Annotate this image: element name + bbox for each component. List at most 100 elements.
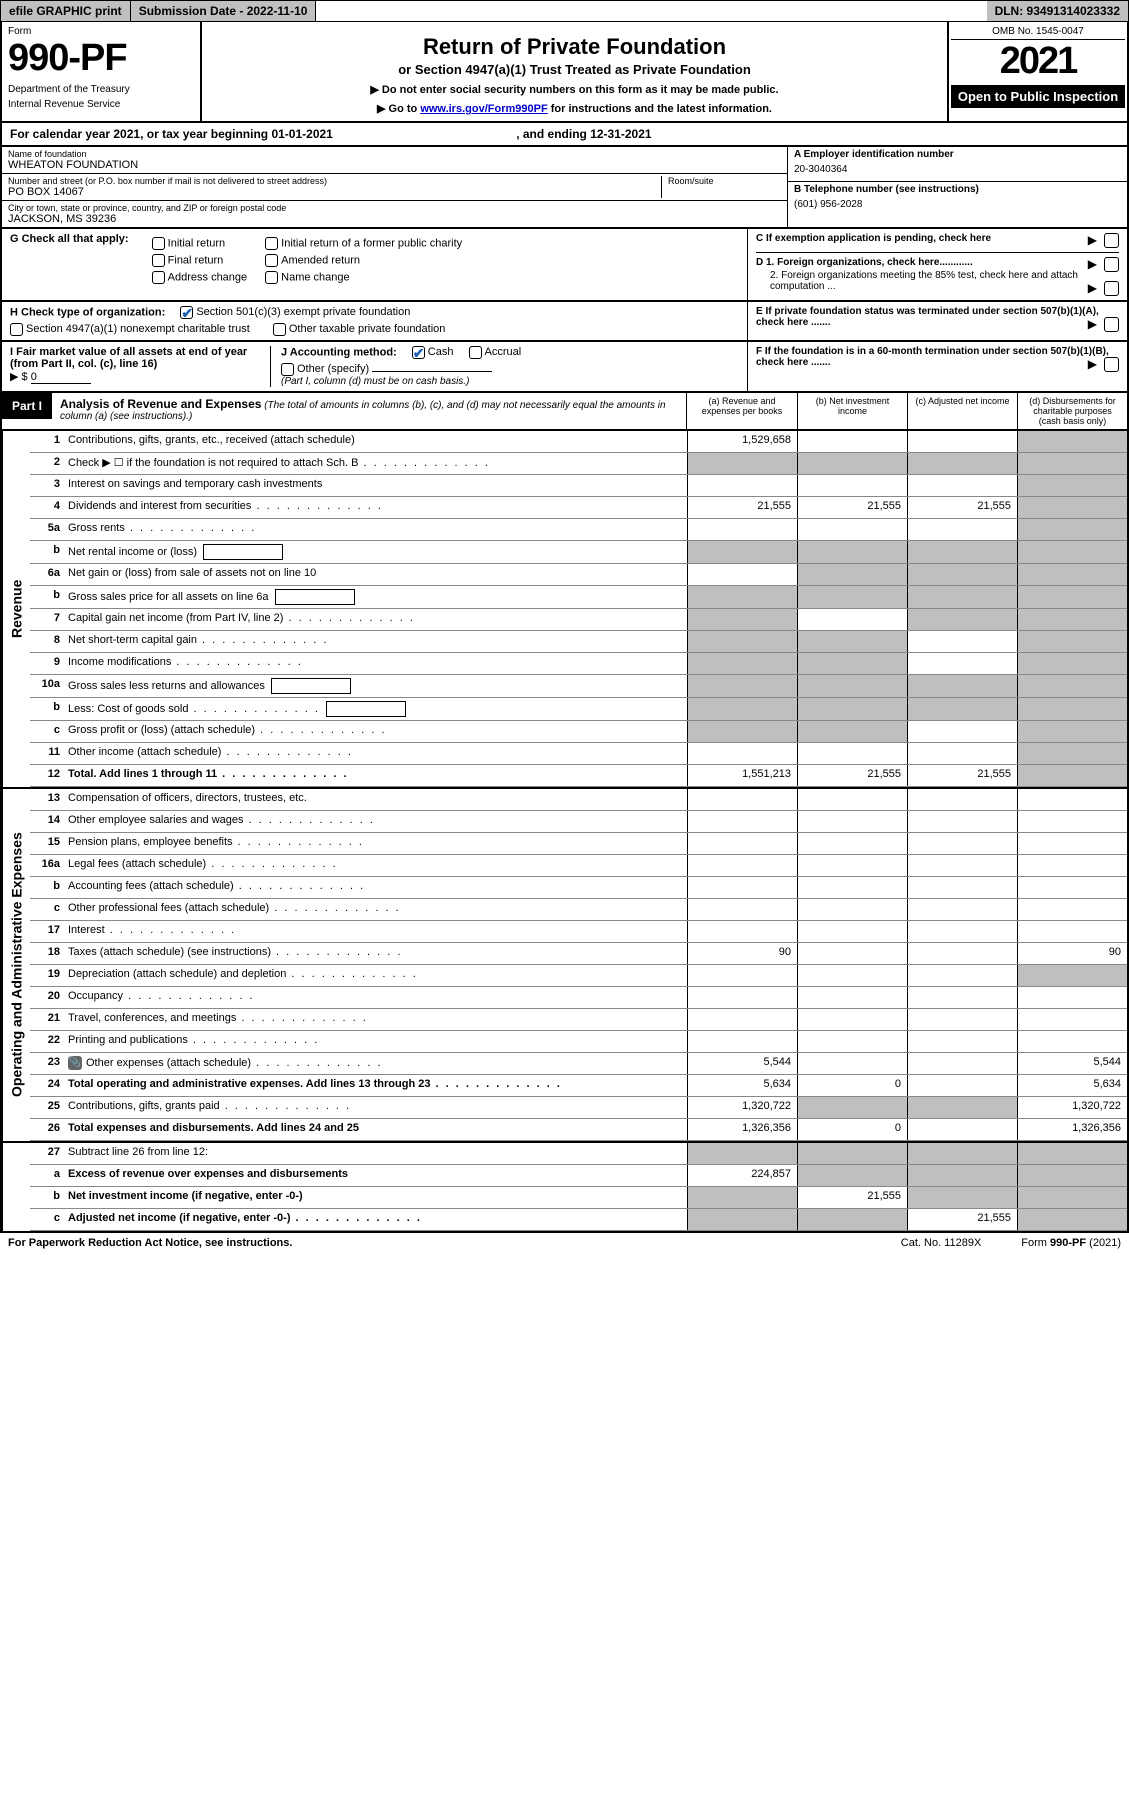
- cell-a: 1,326,356: [687, 1119, 797, 1140]
- cell-d: [1017, 475, 1127, 496]
- table-row: bNet investment income (if negative, ent…: [30, 1187, 1127, 1209]
- row-number: b: [30, 698, 64, 720]
- h-opt2[interactable]: Section 4947(a)(1) nonexempt charitable …: [10, 323, 250, 335]
- g-label: G Check all that apply:: [10, 233, 129, 245]
- row-label: Interest on savings and temporary cash i…: [64, 475, 687, 496]
- checkbox-icon[interactable]: [265, 254, 278, 267]
- table-row: 12Total. Add lines 1 through 111,551,213…: [30, 765, 1127, 787]
- row-number: 20: [30, 987, 64, 1008]
- checkbox-checked-icon[interactable]: [412, 346, 425, 359]
- cell-a: [687, 564, 797, 585]
- table-row: 17Interest: [30, 921, 1127, 943]
- g-opt-initial[interactable]: Initial return: [152, 237, 248, 250]
- phone-label: B Telephone number (see instructions): [794, 184, 1121, 195]
- cell-b: 0: [797, 1075, 907, 1096]
- e-checkbox[interactable]: [1104, 317, 1119, 332]
- i-value: 0: [31, 371, 91, 384]
- cell-c: [907, 921, 1017, 942]
- d1-checkbox[interactable]: [1104, 257, 1119, 272]
- cell-c: [907, 475, 1017, 496]
- j-other[interactable]: Other (specify): [281, 363, 369, 375]
- part1-title: Analysis of Revenue and Expenses: [60, 397, 261, 411]
- f-checkbox[interactable]: [1104, 357, 1119, 372]
- table-row: 8Net short-term capital gain: [30, 631, 1127, 653]
- calendar-year-row: For calendar year 2021, or tax year begi…: [0, 123, 1129, 147]
- cell-d: [1017, 833, 1127, 854]
- attachment-icon[interactable]: 📎: [68, 1056, 82, 1070]
- checkbox-icon[interactable]: [152, 271, 165, 284]
- row-label: 📎Other expenses (attach schedule): [64, 1053, 687, 1074]
- c-checkbox[interactable]: [1104, 233, 1119, 248]
- expenses-section: Operating and Administrative Expenses 13…: [0, 789, 1129, 1143]
- net-section: 27Subtract line 26 from line 12:aExcess …: [0, 1143, 1129, 1233]
- g-opt-final[interactable]: Final return: [152, 254, 248, 267]
- j-accrual[interactable]: Accrual: [469, 346, 522, 358]
- table-row: cGross profit or (loss) (attach schedule…: [30, 721, 1127, 743]
- cell-d: 90: [1017, 943, 1127, 964]
- name-label: Name of foundation: [8, 149, 781, 159]
- row-label: Contributions, gifts, grants paid: [64, 1097, 687, 1118]
- g-opt-address[interactable]: Address change: [152, 271, 248, 284]
- row-label: Income modifications: [64, 653, 687, 674]
- checkbox-icon[interactable]: [152, 237, 165, 250]
- cell-d: [1017, 855, 1127, 876]
- cell-d: [1017, 431, 1127, 452]
- cell-d: [1017, 453, 1127, 474]
- inline-input-box[interactable]: [275, 589, 355, 605]
- cell-a: [687, 698, 797, 720]
- cell-d: [1017, 653, 1127, 674]
- cell-b: 21,555: [797, 497, 907, 518]
- cell-b: [797, 943, 907, 964]
- table-row: 22Printing and publications: [30, 1031, 1127, 1053]
- cell-a: [687, 1143, 797, 1164]
- cell-d: [1017, 564, 1127, 585]
- cell-b: [797, 586, 907, 608]
- inline-input-box[interactable]: [203, 544, 283, 560]
- irs-link[interactable]: www.irs.gov/Form990PF: [420, 103, 547, 115]
- cell-c: [907, 1119, 1017, 1140]
- checkbox-icon[interactable]: [273, 323, 286, 336]
- dln-label: DLN: 93491314023332: [987, 1, 1128, 21]
- g-opt-initial-former[interactable]: Initial return of a former public charit…: [265, 237, 462, 250]
- cell-b: [797, 675, 907, 697]
- h-opt1[interactable]: Section 501(c)(3) exempt private foundat…: [180, 306, 410, 318]
- row-number: 21: [30, 1009, 64, 1030]
- table-row: 2Check ▶ ☐ if the foundation is not requ…: [30, 453, 1127, 475]
- checkbox-checked-icon[interactable]: [180, 306, 193, 319]
- cell-b: 0: [797, 1119, 907, 1140]
- form-header: Form 990-PF Department of the Treasury I…: [0, 22, 1129, 123]
- inline-input-box[interactable]: [271, 678, 351, 694]
- checkbox-icon[interactable]: [265, 237, 278, 250]
- cell-d: [1017, 965, 1127, 986]
- check-i: I Fair market value of all assets at end…: [10, 346, 270, 387]
- note-ssn: ▶ Do not enter social security numbers o…: [212, 83, 937, 96]
- j-other-blank[interactable]: [372, 371, 492, 372]
- g-opt-amended[interactable]: Amended return: [265, 254, 462, 267]
- checkbox-icon[interactable]: [469, 346, 482, 359]
- inline-input-box[interactable]: [326, 701, 406, 717]
- e-label: E If private foundation status was termi…: [756, 306, 1099, 328]
- h-opt3[interactable]: Other taxable private foundation: [273, 323, 446, 335]
- checkbox-icon[interactable]: [281, 363, 294, 376]
- efile-label[interactable]: efile GRAPHIC print: [1, 1, 131, 21]
- d2-checkbox[interactable]: [1104, 281, 1119, 296]
- cell-a: [687, 1031, 797, 1052]
- j-note: (Part I, column (d) must be on cash basi…: [281, 376, 739, 387]
- g-opt-name[interactable]: Name change: [265, 271, 462, 284]
- row-label: Other professional fees (attach schedule…: [64, 899, 687, 920]
- row-label: Gross rents: [64, 519, 687, 540]
- cell-d: [1017, 1009, 1127, 1030]
- row-label: Gross sales less returns and allowances: [64, 675, 687, 697]
- calyear-mid: , and ending: [516, 127, 590, 141]
- j-cash[interactable]: Cash: [412, 346, 454, 358]
- cell-c: [907, 899, 1017, 920]
- checkbox-icon[interactable]: [152, 254, 165, 267]
- cell-d: [1017, 1209, 1127, 1230]
- table-row: bAccounting fees (attach schedule): [30, 877, 1127, 899]
- checkbox-icon[interactable]: [265, 271, 278, 284]
- cell-b: [797, 721, 907, 742]
- cell-a: [687, 541, 797, 563]
- cell-a: 5,634: [687, 1075, 797, 1096]
- row-number: 22: [30, 1031, 64, 1052]
- checkbox-icon[interactable]: [10, 323, 23, 336]
